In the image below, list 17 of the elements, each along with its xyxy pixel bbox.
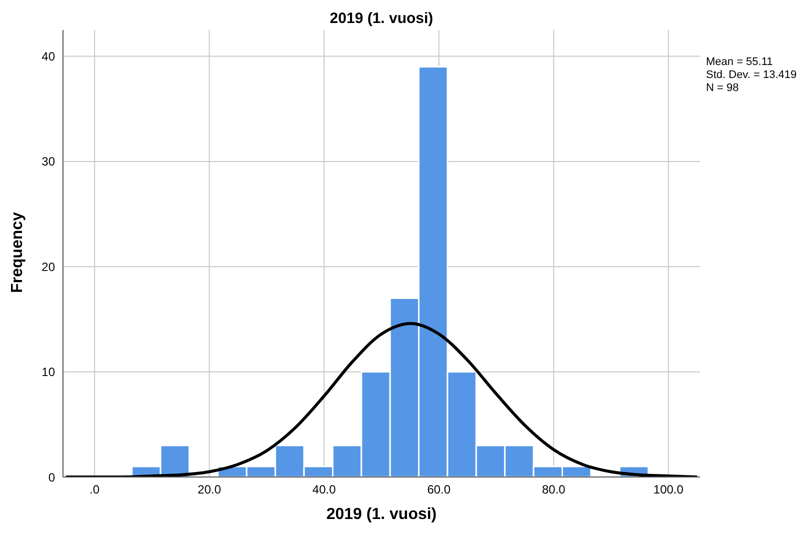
y-tick-label: 40 [42, 50, 56, 64]
y-axis-title: Frequency [9, 212, 27, 292]
x-tick-label: 100.0 [653, 482, 684, 497]
x-tick-label: 20.0 [198, 482, 222, 497]
text: N = 98 [706, 82, 740, 95]
x-tick-label: 60.0 [427, 482, 451, 497]
y-tick-label: 10 [42, 365, 56, 380]
y-tick-label: 0 [48, 470, 56, 484]
y-tick-label: 20 [42, 260, 56, 274]
chart-title: 2019 (1. vuosi) [328, 10, 434, 27]
x-tick-label: .0 [90, 482, 100, 497]
x-axis-title: 2019 (1. vuosi) [325, 506, 438, 524]
text: Mean = 55.11 [706, 56, 774, 69]
x-tick-label: 80.0 [542, 482, 566, 497]
text: Std. Dev. = 13.419 [706, 69, 797, 82]
x-tick-label: 40.0 [312, 482, 336, 497]
y-tick-label: 30 [42, 154, 56, 169]
